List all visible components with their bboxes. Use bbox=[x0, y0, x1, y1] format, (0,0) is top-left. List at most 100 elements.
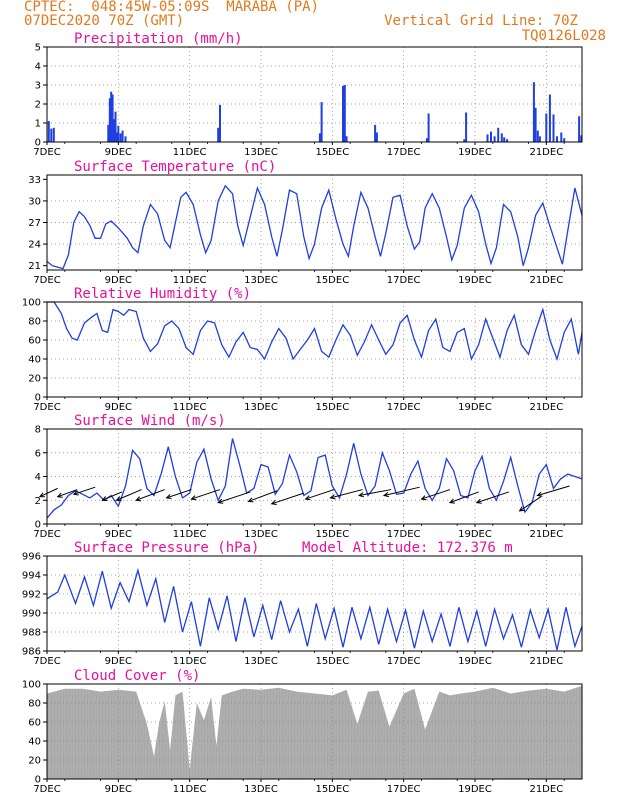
precip-bar bbox=[119, 133, 122, 142]
x-tick-label: 13DEC bbox=[244, 656, 278, 667]
x-tick-label: 19DEC bbox=[458, 147, 492, 158]
wind-arrow-head bbox=[382, 492, 390, 498]
x-tick-label: 17DEC bbox=[387, 784, 421, 795]
precip-bar bbox=[548, 94, 551, 142]
wind-arrow-head bbox=[475, 498, 482, 504]
y-tick-label: 40 bbox=[28, 355, 41, 366]
wind-vector-arrow bbox=[57, 489, 78, 498]
x-tick-label: 15DEC bbox=[315, 275, 349, 286]
precip-panel bbox=[43, 46, 583, 145]
x-tick-label: 13DEC bbox=[244, 402, 278, 413]
model-altitude-label: Model Altitude: 172.376 m bbox=[302, 540, 513, 556]
y-tick-label: 8 bbox=[35, 425, 41, 436]
x-tick-label: 15DEC bbox=[315, 529, 349, 540]
precip-bar bbox=[114, 111, 117, 142]
y-tick-label: 0 bbox=[35, 393, 41, 404]
wind-vector-arrow bbox=[218, 491, 251, 504]
y-tick-label: 0 bbox=[35, 520, 41, 531]
x-tick-label: 7DEC bbox=[33, 275, 60, 286]
y-tick-label: 20 bbox=[28, 374, 41, 385]
precip-bar bbox=[463, 139, 466, 142]
pres-title: Surface Pressure (hPa) bbox=[74, 540, 259, 556]
x-tick-label: 9DEC bbox=[105, 275, 132, 286]
precip-frame bbox=[46, 46, 583, 143]
precip-bar bbox=[465, 112, 468, 142]
y-tick-label: 0 bbox=[35, 775, 41, 786]
y-tick-label: 0 bbox=[35, 138, 41, 149]
wind-arrow-head bbox=[247, 497, 254, 503]
wind-vector-arrow bbox=[39, 487, 58, 498]
precip-bar bbox=[552, 114, 555, 142]
wind-arrow-head bbox=[190, 495, 197, 501]
temp-series-line bbox=[46, 184, 583, 270]
y-tick-label: 2 bbox=[35, 100, 41, 111]
temp-title: Surface Temperature (nC) bbox=[74, 159, 276, 175]
wind-vector-arrow bbox=[166, 489, 192, 499]
wind-arrow-head bbox=[357, 492, 365, 498]
wind-panel bbox=[38, 428, 583, 527]
x-tick-label: 11DEC bbox=[173, 784, 207, 795]
rh-series-line bbox=[47, 301, 583, 362]
wind-vector-arrow bbox=[383, 486, 420, 496]
y-tick-label: 20 bbox=[28, 756, 41, 767]
precip-bar bbox=[580, 135, 583, 142]
wind-vector-arrow bbox=[305, 489, 335, 500]
y-tick-label: 33 bbox=[28, 175, 41, 186]
y-tick-label: 4 bbox=[35, 472, 41, 483]
y-tick-label: 2 bbox=[35, 496, 41, 507]
x-tick-label: 7DEC bbox=[33, 784, 60, 795]
precip-bar bbox=[320, 102, 323, 142]
wind-arrow-head bbox=[56, 492, 63, 498]
wind-series-line bbox=[46, 438, 583, 519]
y-tick-label: 24 bbox=[28, 240, 41, 251]
x-tick-label: 21DEC bbox=[529, 784, 563, 795]
y-tick-label: 1 bbox=[35, 119, 41, 130]
precip-bar bbox=[115, 132, 118, 142]
precip-bar bbox=[343, 85, 346, 142]
x-tick-label: 11DEC bbox=[173, 275, 207, 286]
cloud-cover-area bbox=[47, 685, 582, 779]
wind-arrow-head bbox=[518, 506, 525, 512]
precip-bar bbox=[506, 139, 509, 142]
x-tick-label: 19DEC bbox=[458, 529, 492, 540]
precip-bar bbox=[47, 121, 50, 142]
x-tick-label: 11DEC bbox=[173, 402, 207, 413]
pres-frame bbox=[46, 555, 583, 652]
precip-bar bbox=[219, 104, 221, 142]
wind-vector-arrow bbox=[358, 489, 392, 496]
precip-bar bbox=[545, 113, 548, 142]
x-tick-label: 13DEC bbox=[244, 529, 278, 540]
x-tick-label: 11DEC bbox=[173, 656, 207, 667]
y-tick-label: 80 bbox=[28, 699, 41, 710]
wind-arrow-head bbox=[420, 495, 427, 501]
precip-bar bbox=[108, 98, 111, 142]
wind-arrow-head bbox=[165, 494, 172, 499]
y-tick-label: 27 bbox=[28, 218, 41, 229]
x-tick-label: 13DEC bbox=[244, 784, 278, 795]
x-tick-label: 17DEC bbox=[387, 147, 421, 158]
x-tick-label: 7DEC bbox=[33, 402, 60, 413]
temp-panel bbox=[43, 174, 583, 273]
x-tick-label: 15DEC bbox=[315, 656, 349, 667]
precip-bar bbox=[374, 124, 377, 142]
x-tick-label: 9DEC bbox=[105, 656, 132, 667]
wind-arrow-head bbox=[72, 490, 79, 496]
wind-arrow-head bbox=[115, 496, 122, 501]
precip-bar bbox=[52, 127, 55, 143]
y-tick-label: 986 bbox=[22, 647, 41, 658]
wind-vector-arrow bbox=[330, 489, 363, 499]
x-tick-label: 17DEC bbox=[387, 275, 421, 286]
wind-vector-arrow bbox=[271, 492, 304, 505]
wind-arrow-head bbox=[217, 498, 224, 504]
wind-arrow-head bbox=[536, 491, 543, 497]
precip-bar bbox=[50, 128, 53, 142]
precip-bar bbox=[556, 136, 558, 142]
y-tick-label: 30 bbox=[28, 196, 41, 207]
wind-vector-arrow bbox=[116, 489, 142, 501]
precip-bar bbox=[536, 130, 539, 142]
x-tick-label: 9DEC bbox=[105, 529, 132, 540]
wind-arrow-head bbox=[448, 498, 456, 504]
x-tick-label: 21DEC bbox=[529, 147, 563, 158]
wind-vector-arrow bbox=[421, 489, 451, 500]
